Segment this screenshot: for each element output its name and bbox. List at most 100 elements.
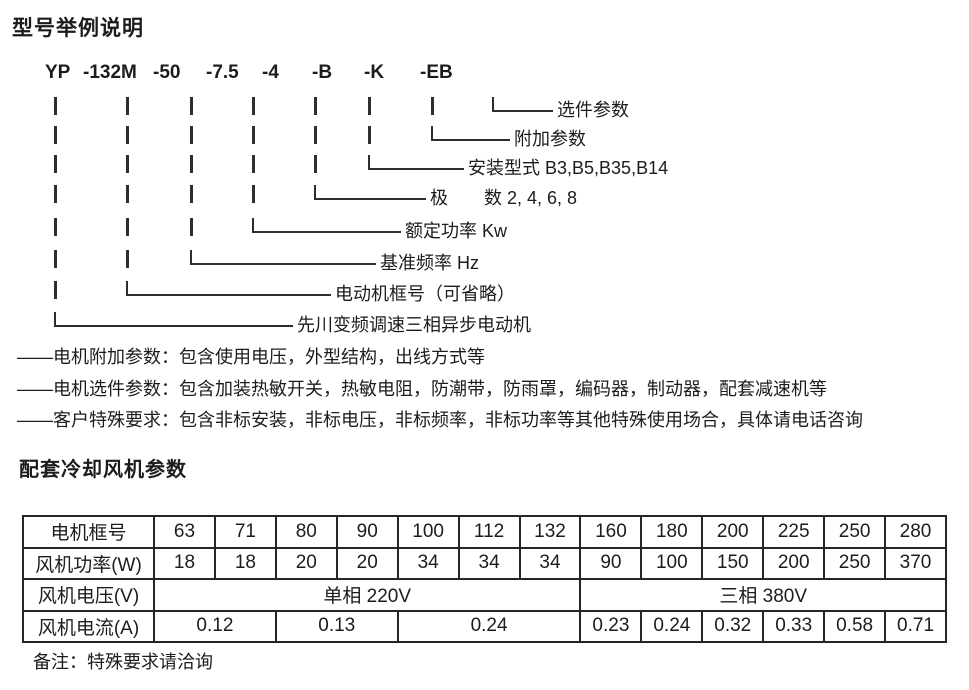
connector-bar [54,155,57,173]
model-segment: -7.5 [206,62,239,83]
connector-bar [126,250,129,268]
row-label-fan-voltage: 风机电压(V) [22,578,155,612]
ladder-label: 电动机框号（可省略） [335,284,515,304]
model-segment: -K [364,62,385,83]
fan-power-cell: 18 [153,546,216,580]
fan-current-cell: 0.32 [701,609,765,643]
connector-bar [252,155,255,173]
connector-bar [54,97,57,115]
connector-elbow [126,281,331,296]
connector-bar [126,218,129,236]
fan-power-cell: 20 [335,546,399,580]
page-title: 型号举例说明 [12,17,144,40]
model-segment: -4 [262,62,279,83]
connector-bar [252,126,255,144]
frame-size-cell: 225 [762,515,826,549]
frame-size-cell: 80 [274,515,338,549]
note-special-requirements: ——客户特殊要求：包含非标安装，非标电压，非标频率，非标功率等其他特殊使用场合，… [17,410,863,430]
ladder-label: 先川变频调速三相异步电动机 [297,315,531,335]
ladder-label: 附加参数 [514,129,586,149]
connector-bar [314,126,317,144]
note-additional-params: ——电机附加参数：包含使用电压，外型结构，出线方式等 [17,347,485,367]
model-segment: -EB [420,62,453,83]
ladder-label: 额定功率 Kw [405,221,508,241]
row-label-frame-size: 电机框号 [22,515,155,549]
connector-bar [190,185,193,203]
connector-elbow [252,218,401,233]
fan-current-cell: 0.58 [823,609,887,643]
connector-elbow [492,97,553,112]
connector-bar [190,126,193,144]
table-row-fan-current: 风机电流(A) 0.12 0.13 0.24 0.23 0.24 0.32 0.… [22,609,947,643]
model-segment: -50 [153,62,181,83]
fan-current-cell: 0.13 [274,609,399,643]
model-segment: -B [312,62,333,83]
fan-power-cell: 34 [396,546,460,580]
frame-size-cell: 132 [518,515,582,549]
fan-power-cell: 20 [274,546,338,580]
connector-bar [190,155,193,173]
footer-note: 备注：特殊要求请洽询 [33,652,213,672]
fan-power-cell: 18 [213,546,277,580]
fan-power-cell: 34 [518,546,582,580]
fan-section-title: 配套冷却风机参数 [19,459,187,481]
frame-size-cell: 90 [335,515,399,549]
connector-bar [126,97,129,115]
fan-power-cell: 150 [701,546,765,580]
ladder-label: 安装型式 B3,B5,B35,B14 [468,158,669,178]
fan-power-cell: 200 [762,546,826,580]
connector-bar [314,155,317,173]
connector-bar [431,97,434,115]
connector-bar [252,185,255,203]
connector-bar [190,97,193,115]
fan-power-cell: 250 [823,546,887,580]
fan-current-cell: 0.23 [579,609,643,643]
connector-bar [54,185,57,203]
ladder-label: 基准频率 Hz [380,253,479,273]
frame-size-cell: 180 [640,515,704,549]
ladder-label: 选件参数 [557,100,629,120]
connector-bar [54,218,57,236]
connector-bar [252,97,255,115]
frame-size-cell: 112 [457,515,521,549]
model-segment: -132M [83,62,137,83]
frame-size-cell: 100 [396,515,460,549]
row-label-fan-current: 风机电流(A) [22,609,155,643]
fan-current-cell: 0.12 [153,609,277,643]
fan-current-cell: 0.24 [640,609,704,643]
table-row-fan-voltage: 风机电压(V) 单相 220V 三相 380V [22,578,947,612]
fan-power-cell: 34 [457,546,521,580]
connector-bar [126,126,129,144]
voltage-single-phase-cell: 单相 220V [152,578,582,612]
connector-bar [190,218,193,236]
connector-bar [54,250,57,268]
ladder-label: 极 数 2, 4, 6, 8 [430,188,578,208]
connector-bar [314,97,317,115]
connector-bar [126,185,129,203]
connector-bar [368,97,371,115]
fan-power-cell: 90 [579,546,643,580]
model-segment: YP [45,62,71,83]
frame-size-cell: 280 [884,515,947,549]
frame-size-cell: 250 [823,515,887,549]
voltage-three-phase-cell: 三相 380V [579,578,947,612]
cooling-fan-table: 电机框号 63 71 80 90 100 112 132 160 180 200… [22,515,947,643]
connector-bar [368,126,371,144]
frame-size-cell: 71 [213,515,277,549]
connector-elbow [314,185,426,200]
connector-elbow [54,312,293,327]
frame-size-cell: 160 [579,515,643,549]
connector-bar [54,126,57,144]
frame-size-cell: 63 [153,515,216,549]
fan-power-cell: 100 [640,546,704,580]
row-label-fan-power: 风机功率(W) [22,546,155,580]
fan-current-cell: 0.71 [884,609,947,643]
connector-elbow [431,126,510,141]
connector-elbow [368,155,464,170]
table-row-fan-power: 风机功率(W) 18 18 20 20 34 34 34 90 100 150 … [22,546,947,580]
note-option-params: ——电机选件参数：包含加装热敏开关，热敏电阻，防潮带，防雨罩，编码器，制动器，配… [17,379,827,399]
frame-size-cell: 200 [701,515,765,549]
connector-bar [126,155,129,173]
fan-current-cell: 0.33 [762,609,826,643]
